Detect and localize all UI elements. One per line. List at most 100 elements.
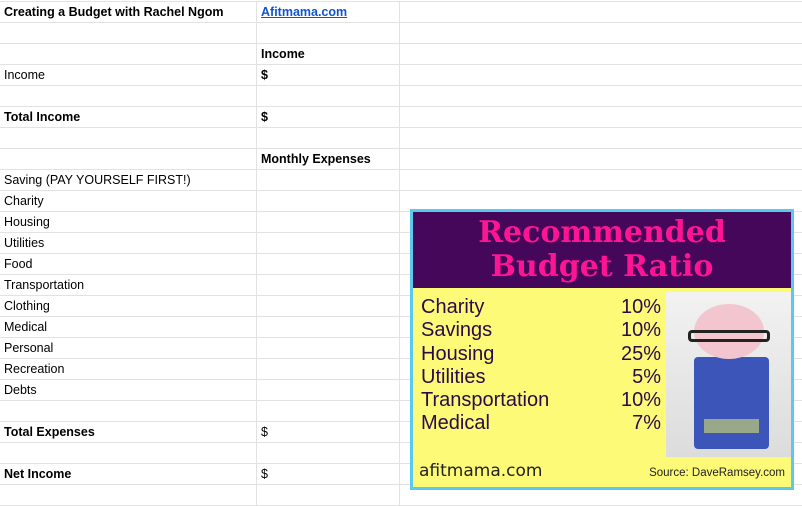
cell[interactable]	[0, 401, 257, 421]
cell[interactable]	[400, 128, 802, 148]
cell[interactable]: $	[257, 422, 400, 442]
sheet-row: Total Expenses $	[0, 422, 802, 443]
ratio-value: 7%	[632, 412, 661, 435]
cell-text: Debts	[4, 383, 37, 397]
cell[interactable]: Monthly Expenses	[257, 149, 400, 169]
cell[interactable]	[400, 149, 802, 169]
cell[interactable]: Net Income	[0, 464, 257, 484]
cell[interactable]: Income	[257, 44, 400, 64]
sheet-row: Food	[0, 254, 802, 275]
ratio-label: Savings	[421, 319, 493, 342]
cell[interactable]: Income	[0, 65, 257, 85]
poster-title-line2: Budget Ratio	[490, 249, 714, 284]
cell[interactable]	[257, 443, 400, 463]
cell-text: Creating a Budget with Rachel Ngom	[4, 5, 224, 19]
cell[interactable]	[257, 212, 400, 232]
ratio-row: Savings 10%	[421, 319, 661, 342]
sheet-row: Housing	[0, 212, 802, 233]
sheet-row	[0, 23, 802, 44]
cell[interactable]	[400, 2, 802, 22]
cell[interactable]	[0, 443, 257, 463]
cell-text: Total Income	[4, 110, 81, 124]
cell-text: $	[261, 467, 268, 481]
ratio-value: 5%	[632, 365, 661, 388]
cell-text: Housing	[4, 215, 50, 229]
cell[interactable]	[400, 23, 802, 43]
sheet-row: Net Income $	[0, 464, 802, 485]
cell[interactable]: Utilities	[0, 233, 257, 253]
cell[interactable]	[257, 254, 400, 274]
cell[interactable]: Afitmama.com	[257, 2, 400, 22]
ratio-row: Utilities 5%	[421, 366, 661, 389]
cell[interactable]	[257, 359, 400, 379]
cell[interactable]	[257, 296, 400, 316]
sheet-row: Total Income $	[0, 107, 802, 128]
cell[interactable]	[0, 149, 257, 169]
cell[interactable]	[400, 191, 802, 211]
cell-text: Medical	[4, 320, 48, 334]
cell[interactable]: Clothing	[0, 296, 257, 316]
cell[interactable]	[257, 86, 400, 106]
cell-text: Food	[4, 257, 33, 271]
ratio-row: Housing 25%	[421, 343, 661, 366]
sheet-row: Monthly Expenses	[0, 149, 802, 170]
cell[interactable]	[400, 107, 802, 127]
cell[interactable]	[0, 44, 257, 64]
cell[interactable]: Housing	[0, 212, 257, 232]
cell[interactable]	[257, 233, 400, 253]
cell[interactable]	[400, 170, 802, 190]
sheet-row: Saving (PAY YOURSELF FIRST!)	[0, 170, 802, 191]
ratio-value: 10%	[620, 389, 661, 412]
cell[interactable]	[400, 44, 802, 64]
cell[interactable]	[257, 275, 400, 295]
cell[interactable]: Personal	[0, 338, 257, 358]
cell[interactable]: Creating a Budget with Rachel Ngom	[0, 2, 257, 22]
ratio-value: 25%	[620, 342, 661, 365]
cell[interactable]: Saving (PAY YOURSELF FIRST!)	[0, 170, 257, 190]
budget-ratio-image[interactable]: Recommended Budget Ratio Charity 10% Savin…	[410, 209, 794, 490]
ratio-value: 10%	[620, 296, 661, 318]
sheet-row: Clothing	[0, 296, 802, 317]
cell[interactable]	[0, 128, 257, 148]
sheet-row	[0, 86, 802, 107]
cell[interactable]	[0, 86, 257, 106]
sheet-row: Medical	[0, 317, 802, 338]
cell[interactable]	[257, 485, 400, 505]
cell[interactable]: $	[257, 464, 400, 484]
sheet-row	[0, 128, 802, 149]
cell-text: Net Income	[4, 467, 72, 481]
cell[interactable]	[257, 380, 400, 400]
cell[interactable]	[400, 86, 802, 106]
cell[interactable]: Food	[0, 254, 257, 274]
poster-title-line1: Recommended	[478, 215, 726, 250]
cell-text: Saving (PAY YOURSELF FIRST!)	[4, 173, 191, 187]
cell-text: Transportation	[4, 278, 85, 292]
cell[interactable]: Medical	[0, 317, 257, 337]
cell[interactable]	[257, 23, 400, 43]
cell[interactable]: Total Income	[0, 107, 257, 127]
cell[interactable]: $	[257, 65, 400, 85]
cell[interactable]: Recreation	[0, 359, 257, 379]
afitmama-link[interactable]: Afitmama.com	[261, 5, 348, 19]
ratio-value: 10%	[620, 319, 661, 342]
cell[interactable]	[0, 485, 257, 505]
sheet-row: Personal	[0, 338, 802, 359]
cell-text: $	[261, 425, 268, 439]
ratio-row: Medical 7%	[421, 412, 661, 435]
cell-text: Income	[261, 47, 305, 61]
cell[interactable]: Charity	[0, 191, 257, 211]
cell[interactable]	[257, 401, 400, 421]
ratio-label: Housing	[421, 342, 495, 365]
cell[interactable]	[257, 317, 400, 337]
cell[interactable]	[257, 128, 400, 148]
cell[interactable]: $	[257, 107, 400, 127]
cell[interactable]	[257, 191, 400, 211]
cell[interactable]	[400, 65, 802, 85]
cell[interactable]: Total Expenses	[0, 422, 257, 442]
cell[interactable]	[257, 170, 400, 190]
cell[interactable]: Debts	[0, 380, 257, 400]
cell[interactable]: Transportation	[0, 275, 257, 295]
cell[interactable]	[0, 23, 257, 43]
cell[interactable]	[257, 338, 400, 358]
